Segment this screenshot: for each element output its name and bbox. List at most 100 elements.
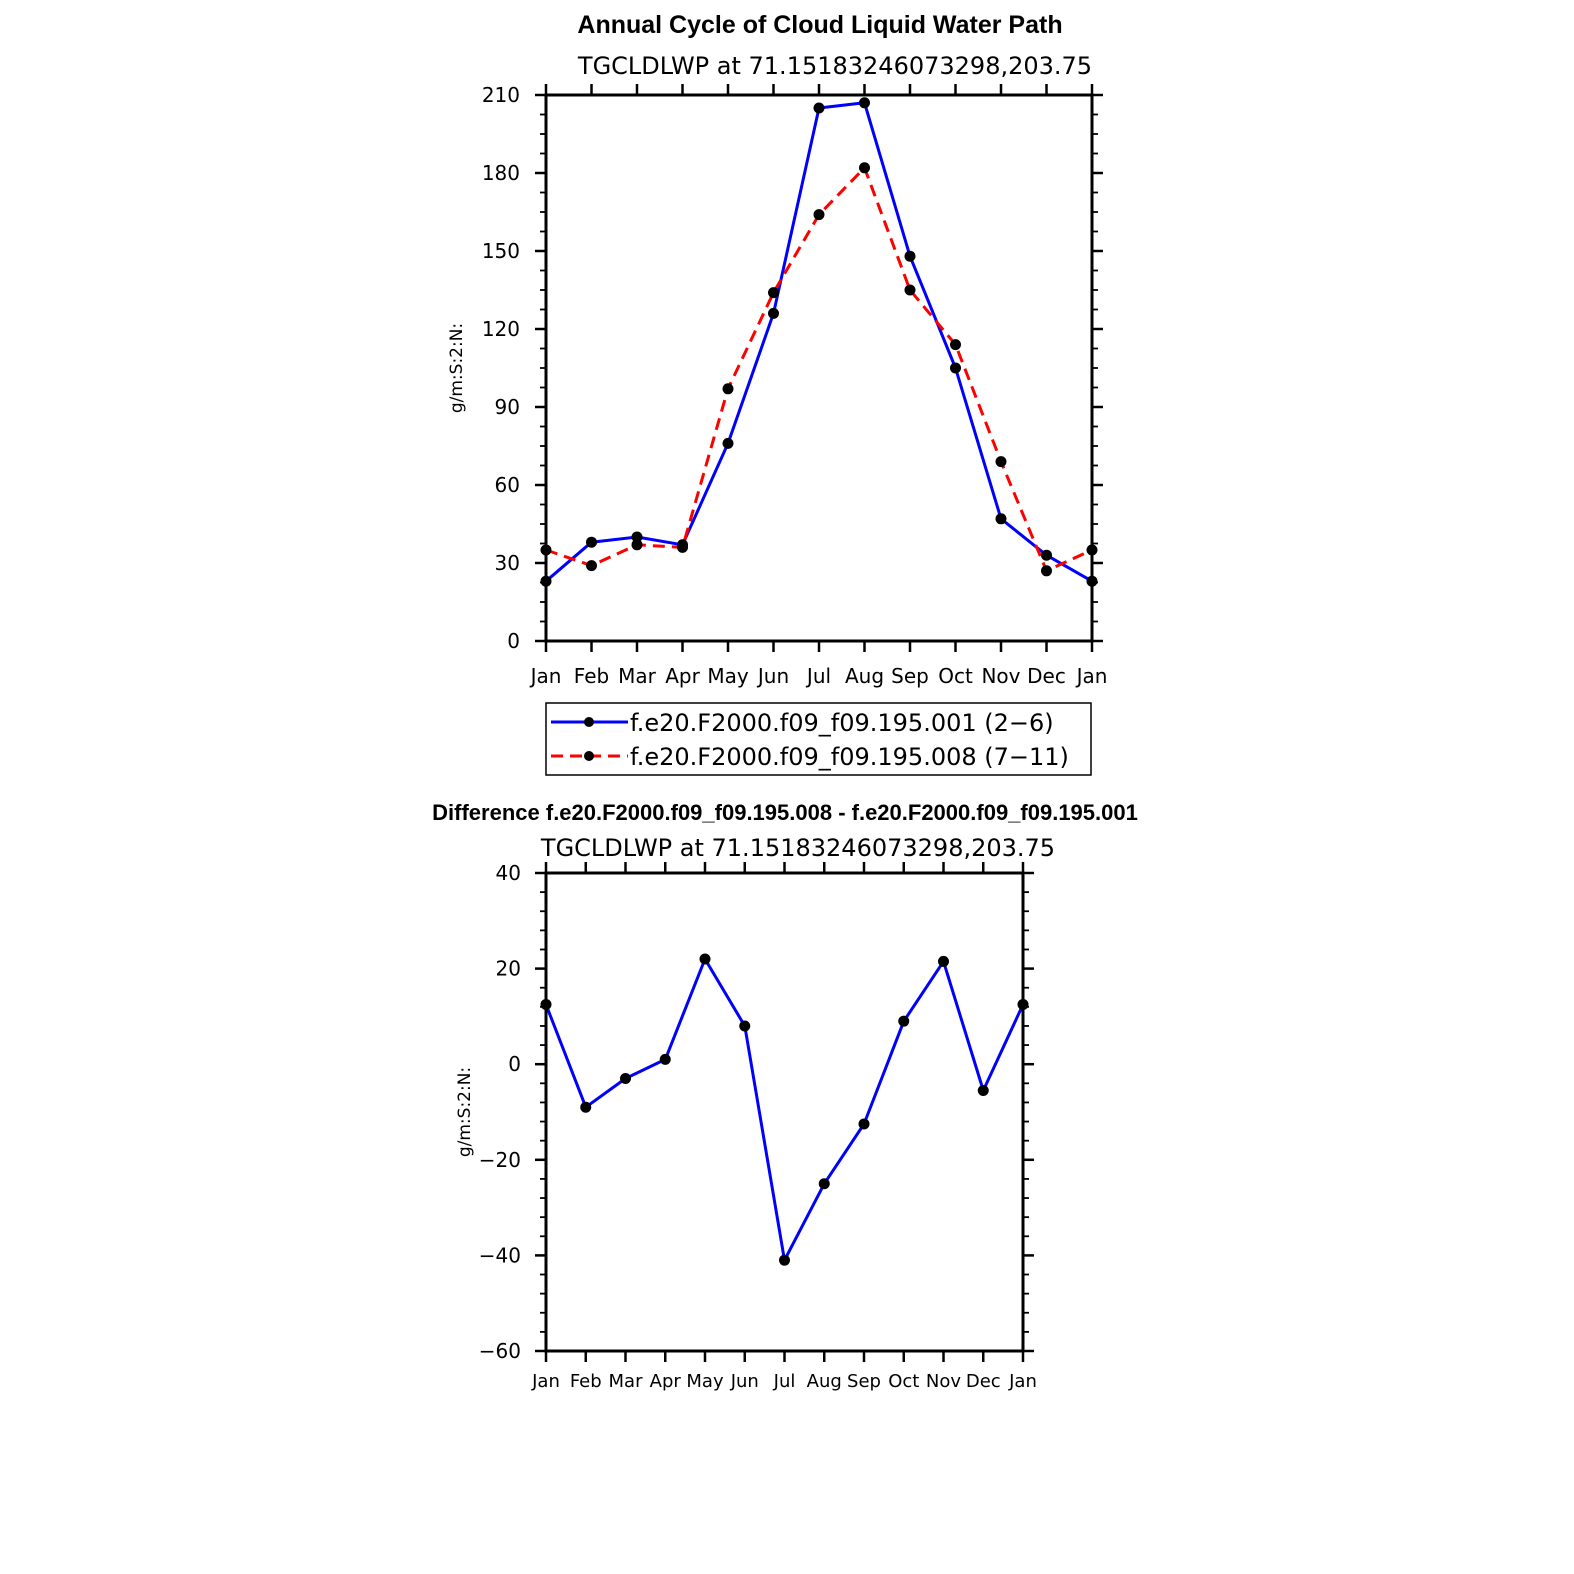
y-tick-label: 0 [507,629,520,653]
data-point-series1 [586,536,597,548]
legend: f.e20.F2000.f09_f09.195.001 (2−6) f.e20.… [545,702,1092,776]
series-line-1 [545,101,1093,583]
y-tick-label: 150 [482,239,520,263]
x-tick-label: Jun [730,1371,759,1392]
x-tick-label: Mar [618,664,657,688]
x-tick-label: Apr [665,664,700,688]
diff-series-group [540,953,1029,1266]
data-point-series1 [631,531,643,543]
y-tick-label: 210 [482,83,520,107]
data-point-series1 [699,953,711,965]
data-point-series2 [904,284,916,296]
y-tick-label: −20 [479,1148,521,1172]
data-point-series1 [659,1053,671,1065]
data-point-series1 [580,1101,592,1113]
plot-frame [544,93,1094,643]
x-tick-label: Oct [888,1371,919,1392]
x-tick-label: Feb [574,664,609,688]
x-tick-label: May [686,1371,724,1392]
series-line-1 [544,957,1025,1262]
data-point-series1 [977,1084,989,1096]
data-point-series2 [950,339,961,351]
y-axis-label: g/m:S:2:N: [447,323,467,413]
diff-plot-frame [544,871,1025,1353]
data-point-series1 [950,362,961,374]
data-point-series2 [586,560,597,572]
data-point-series2 [631,539,643,551]
y-tick-label: 120 [482,317,520,341]
y-tick-label: −40 [479,1243,521,1267]
x-tick-label: May [707,664,749,688]
difference-chart: Difference f.e20.F2000.f09_f09.195.008 -… [432,800,1138,1392]
x-tick-label: Mar [609,1371,644,1392]
legend-marker-series1 [584,717,594,727]
x-tick-label: Jul [773,1371,796,1392]
x-tick-label: Jan [531,1371,560,1392]
y-tick-label: 90 [495,395,520,419]
x-tick-label: Sep [891,664,929,688]
y-tick-labels: 0 30 60 90 120 150 180 210 [482,83,520,653]
data-point-series1 [739,1020,751,1032]
diff-y-axis-label: g/m:S:2:N: [455,1067,475,1157]
x-tick-label: Jan [1008,1371,1037,1392]
data-point-series2 [859,162,870,174]
y-tick-label: 180 [482,161,520,185]
x-tick-label: Jun [756,664,789,688]
y-tick-label: 0 [508,1052,521,1076]
y-tick-label: 60 [495,473,520,497]
data-point-series1 [898,1015,910,1027]
data-point-series1 [813,102,825,114]
x-tick-label: Nov [981,664,1020,688]
data-point-series1 [938,955,949,967]
data-point-series1 [859,97,870,109]
y-tick-label: 30 [495,551,520,575]
chart-subtitle: TGCLDLWP at 71.15183246073298,203.75 [577,52,1092,80]
data-point-series1 [620,1073,631,1085]
diff-x-tick-labels: Jan Feb Mar Apr May Jun Jul Aug Sep Oct Nov Dec Jan [531,1371,1037,1392]
annual-cycle-chart: Annual Cycle of Cloud Liquid Water Path … [447,11,1108,776]
x-tick-label: Jul [805,664,831,688]
data-point-series1 [779,1254,790,1266]
data-point-series2 [995,456,1007,468]
x-tick-label: Aug [807,1371,842,1392]
y-tick-label: −60 [479,1339,521,1363]
diff-chart-title: Difference f.e20.F2000.f09_f09.195.008 -… [432,800,1138,825]
x-tick-labels: Jan Feb Mar Apr May Jun Jul Aug Sep Oct Nov Dec Jan [529,664,1108,688]
series-line-2 [545,166,1093,573]
x-tick-label: Apr [650,1371,682,1392]
x-tick-label: Dec [966,1371,1001,1392]
diff-chart-subtitle: TGCLDLWP at 71.15183246073298,203.75 [540,834,1055,862]
x-tick-label: Jan [1075,664,1108,688]
x-tick-label: Feb [570,1371,602,1392]
legend-label-series1: f.e20.F2000.f09_f09.195.001 (2−6) [630,709,1054,737]
data-point-series1 [904,250,916,262]
y-tick-label: 20 [496,957,521,981]
data-point-series2 [1041,565,1052,577]
x-tick-label: Dec [1027,664,1066,688]
axis-ticks [535,84,1103,652]
x-tick-label: Sep [847,1371,881,1392]
x-tick-label: Aug [845,664,884,688]
x-tick-label: Oct [938,664,973,688]
x-tick-label: Nov [926,1371,961,1392]
data-point-series1 [995,513,1007,525]
series-group [540,97,1098,587]
data-point-series2 [722,383,734,395]
data-point-series2 [677,541,688,553]
legend-label-series2: f.e20.F2000.f09_f09.195.008 (7−11) [630,743,1069,771]
x-tick-label: Jan [529,664,562,688]
y-tick-label: 40 [496,861,521,885]
diff-axis-ticks [535,862,1034,1362]
diff-y-tick-labels: −60 −40 −20 0 20 40 [479,861,521,1363]
data-point-series1 [818,1178,830,1190]
data-point-series1 [1041,549,1052,561]
data-point-series2 [813,209,825,221]
data-point-series2 [768,287,779,299]
data-point-series1 [858,1118,870,1130]
data-point-series1 [768,307,779,319]
data-point-series1 [722,437,734,449]
legend-box [545,702,1092,776]
chart-title: Annual Cycle of Cloud Liquid Water Path [577,11,1062,39]
legend-marker-series2 [584,751,594,761]
